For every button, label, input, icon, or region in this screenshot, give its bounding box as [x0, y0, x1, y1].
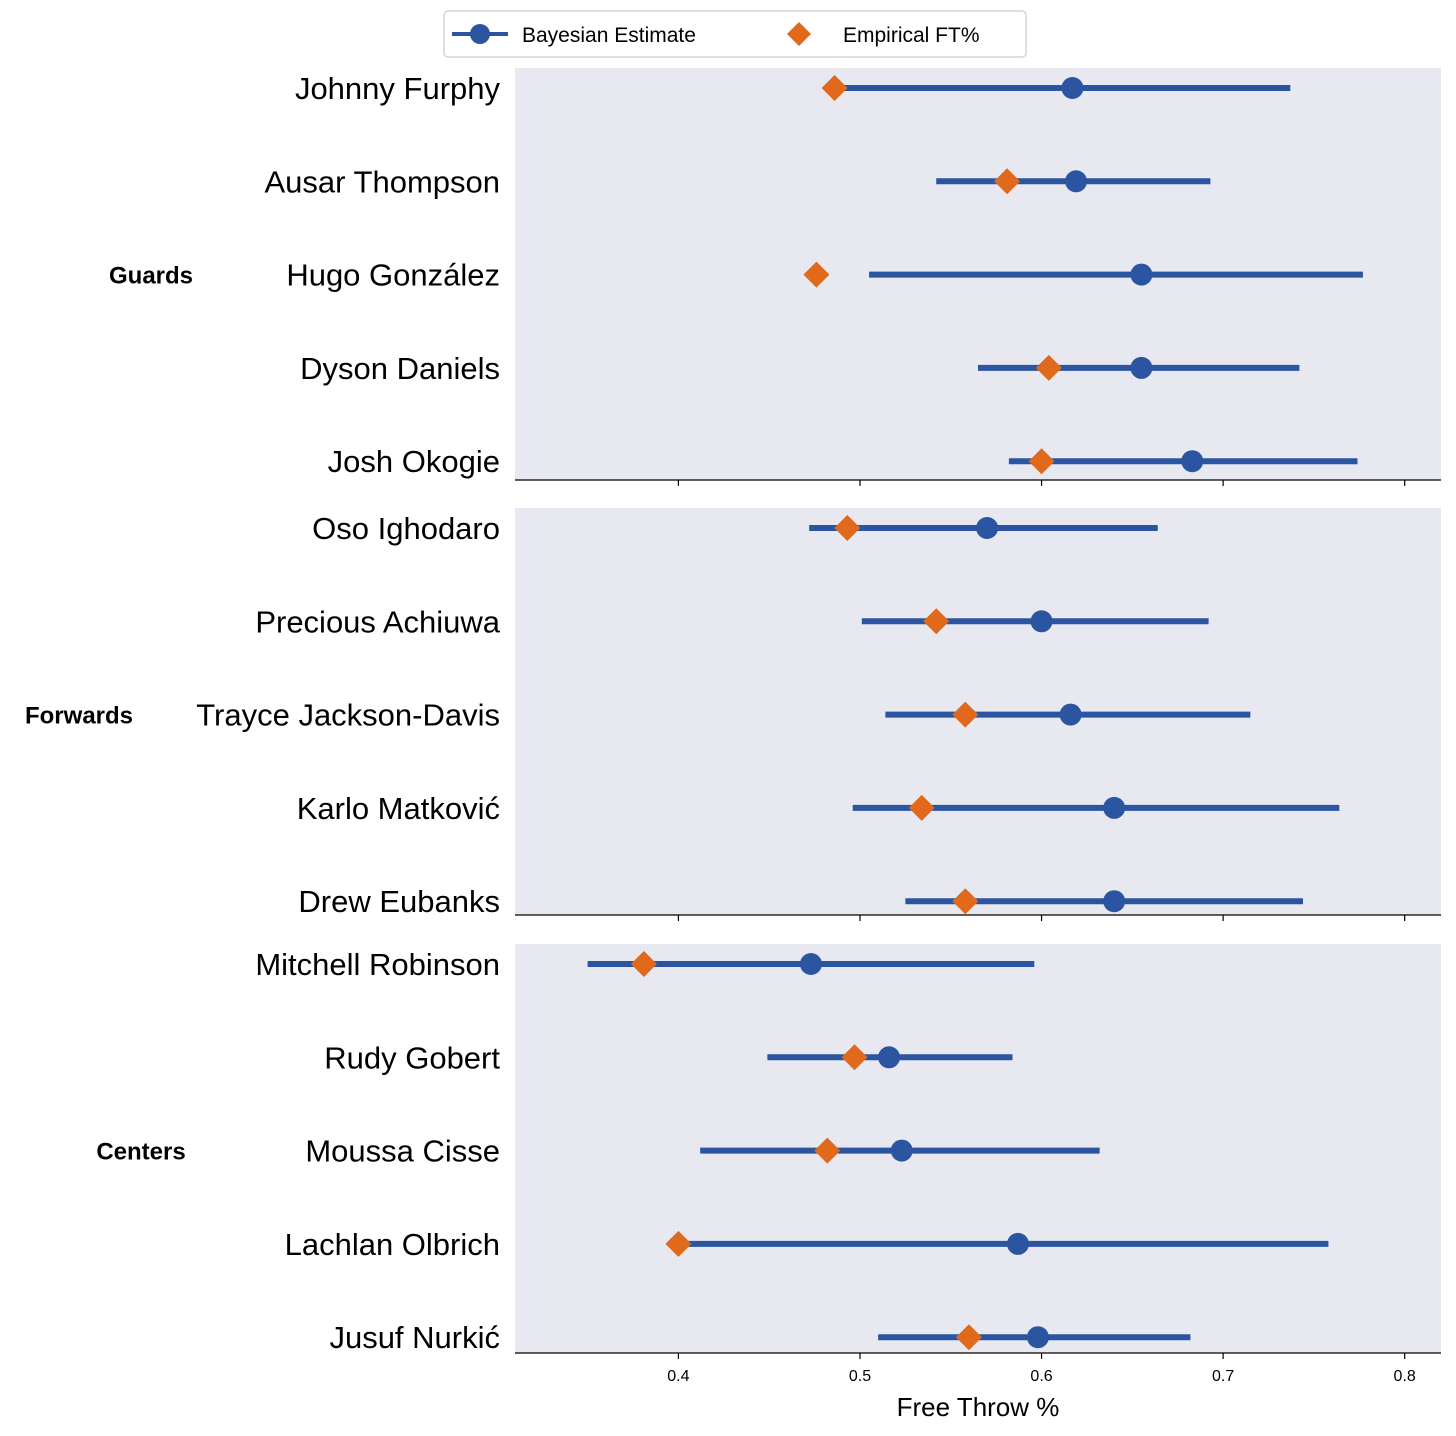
player-row-karlo-matkovic: Karlo Matković [297, 791, 1340, 826]
bayesian-estimate-point [1130, 263, 1153, 286]
panel-background [515, 508, 1441, 915]
player-row-johnny-furphy: Johnny Furphy [295, 71, 1291, 106]
bayesian-estimate-point [1026, 1326, 1049, 1349]
panel-guards: Guards Johnny Furphy Ausar Thompson Hugo Go… [109, 68, 1441, 486]
legend-empirical-label: Empirical FT% [843, 24, 980, 47]
player-label: Trayce Jackson-Davis [196, 698, 500, 733]
bayesian-estimate-point [878, 1046, 901, 1069]
player-row-moussa-cisse: Moussa Cisse [305, 1134, 1100, 1169]
x-axis-title: Free Throw % [897, 1392, 1060, 1422]
player-row-trayce-jackson-davis: Trayce Jackson-Davis [196, 698, 1251, 733]
legend-empirical-marker [787, 22, 811, 46]
player-label: Precious Achiuwa [255, 604, 500, 639]
bayesian-estimate-point [1006, 1232, 1029, 1255]
legend-box [443, 10, 1027, 58]
empirical-ft-point [952, 888, 979, 915]
bayesian-estimate-point [1030, 610, 1053, 633]
empirical-ft-point [630, 951, 657, 977]
bayesian-estimate-point [1130, 356, 1153, 379]
x-tick-label: 0.4 [667, 1368, 689, 1385]
bayesian-estimate-point [1103, 796, 1126, 819]
panel-centers: 0.4 0.5 0.6 0.7 0.8 Centers Mitchell Robinson R… [96, 944, 1441, 1385]
empirical-ft-point [952, 701, 979, 728]
empirical-ft-point [908, 794, 935, 821]
group-label: Forwards [25, 703, 133, 730]
panel-forwards: Forwards Oso Ighodaro Precious Achiuwa Tray… [25, 508, 1441, 921]
bayesian-estimate-point [1059, 703, 1082, 726]
empirical-ft-point [994, 168, 1021, 195]
bayesian-estimate-point [890, 1139, 913, 1162]
player-label: Hugo González [286, 258, 500, 293]
player-row-precious-achiuwa: Precious Achiuwa [255, 604, 1209, 639]
player-label: Lachlan Olbrich [285, 1227, 500, 1262]
empirical-ft-point [1035, 354, 1062, 381]
group-label: Guards [109, 263, 193, 290]
player-label: Josh Okogie [328, 444, 500, 479]
legend: Bayesian Estimate Empirical FT% [443, 10, 1027, 58]
empirical-ft-point [923, 608, 950, 635]
empirical-ft-point [955, 1324, 982, 1351]
player-row-josh-okogie: Josh Okogie [328, 444, 1358, 479]
player-row-dyson-daniels: Dyson Daniels [300, 351, 1300, 386]
player-label: Jusuf Nurkić [329, 1320, 500, 1355]
player-label: Drew Eubanks [298, 884, 500, 919]
player-label: Karlo Matković [297, 791, 500, 826]
empirical-ft-point [841, 1044, 868, 1071]
bayesian-estimate-point [1181, 450, 1204, 473]
player-label: Johnny Furphy [295, 71, 501, 106]
player-row-lachlan-olbrich: Lachlan Olbrich [285, 1227, 1329, 1262]
bayesian-estimate-point [1061, 77, 1084, 99]
empirical-ft-point [665, 1230, 692, 1257]
player-row-jusuf-nurkic: Jusuf Nurkić [329, 1320, 1191, 1355]
player-row-oso-ighodaro: Oso Ighodaro [312, 511, 1158, 546]
player-label: Oso Ighodaro [312, 511, 500, 546]
player-row-rudy-gobert: Rudy Gobert [324, 1040, 1013, 1075]
player-row-drew-eubanks: Drew Eubanks [298, 884, 1304, 919]
bayesian-estimate-point [976, 517, 999, 539]
x-tick-label: 0.7 [1212, 1368, 1234, 1385]
bayesian-estimate-point [799, 953, 822, 975]
player-label: Ausar Thompson [265, 164, 501, 199]
player-label: Mitchell Robinson [255, 947, 500, 982]
player-label: Moussa Cisse [305, 1134, 500, 1169]
empirical-ft-point [803, 261, 830, 288]
legend-bayesian-label: Bayesian Estimate [522, 24, 696, 47]
empirical-ft-point [814, 1137, 841, 1164]
bayesian-estimate-point [1065, 170, 1088, 193]
empirical-ft-point [1028, 448, 1055, 475]
empirical-ft-point [821, 75, 848, 101]
player-row-mitchell-robinson: Mitchell Robinson [255, 947, 1035, 982]
player-row-ausar-thompson: Ausar Thompson [265, 164, 1211, 199]
x-tick-label: 0.6 [1030, 1368, 1052, 1385]
x-tick-label: 0.8 [1394, 1368, 1416, 1385]
bayesian-estimate-point [1103, 890, 1126, 913]
group-label: Centers [96, 1139, 185, 1166]
player-label: Dyson Daniels [300, 351, 500, 386]
player-row-hugo-gonzalez: Hugo González [286, 258, 1363, 293]
x-tick-label: 0.5 [849, 1368, 871, 1385]
player-label: Rudy Gobert [324, 1040, 500, 1075]
empirical-ft-point [834, 515, 861, 541]
legend-bayesian-marker [470, 24, 490, 44]
